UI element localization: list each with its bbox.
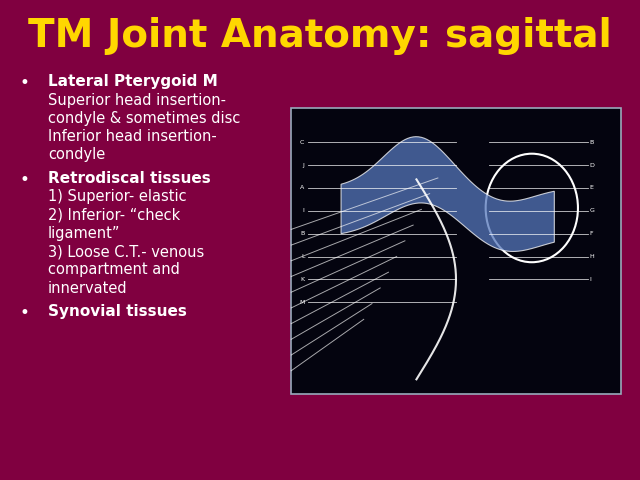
Text: H: H bbox=[590, 254, 595, 259]
Text: Retrodiscal tissues: Retrodiscal tissues bbox=[48, 171, 211, 186]
Text: G: G bbox=[590, 208, 595, 213]
Text: •: • bbox=[19, 171, 29, 189]
Text: Inferior head insertion-: Inferior head insertion- bbox=[48, 129, 217, 144]
Text: D: D bbox=[590, 163, 595, 168]
FancyBboxPatch shape bbox=[291, 108, 621, 394]
Text: •: • bbox=[19, 74, 29, 93]
Text: I: I bbox=[303, 208, 305, 213]
Text: 2) Inferior- “check: 2) Inferior- “check bbox=[48, 207, 180, 223]
Text: B: B bbox=[300, 231, 305, 236]
Text: 1) Superior- elastic: 1) Superior- elastic bbox=[48, 189, 187, 204]
Text: TM Joint Anatomy: sagittal: TM Joint Anatomy: sagittal bbox=[28, 17, 612, 55]
Text: K: K bbox=[300, 277, 305, 282]
Text: Superior head insertion-: Superior head insertion- bbox=[48, 93, 226, 108]
Text: •: • bbox=[19, 304, 29, 322]
Text: condyle & sometimes disc: condyle & sometimes disc bbox=[48, 111, 241, 126]
Polygon shape bbox=[341, 137, 554, 252]
Text: Synovial tissues: Synovial tissues bbox=[48, 304, 187, 319]
Text: condyle: condyle bbox=[48, 147, 105, 162]
Text: C: C bbox=[300, 140, 305, 145]
Text: F: F bbox=[590, 231, 593, 236]
Text: Lateral Pterygoid M: Lateral Pterygoid M bbox=[48, 74, 218, 89]
Text: innervated: innervated bbox=[48, 280, 127, 296]
Text: ligament”: ligament” bbox=[48, 226, 120, 241]
Text: A: A bbox=[300, 185, 305, 191]
Text: I: I bbox=[590, 277, 591, 282]
Text: L: L bbox=[301, 254, 305, 259]
Text: E: E bbox=[590, 185, 594, 191]
Text: B: B bbox=[590, 140, 594, 145]
Text: J: J bbox=[303, 163, 305, 168]
Text: compartment and: compartment and bbox=[48, 262, 180, 277]
Text: M: M bbox=[299, 300, 305, 305]
Text: 3) Loose C.T.- venous: 3) Loose C.T.- venous bbox=[48, 244, 204, 259]
